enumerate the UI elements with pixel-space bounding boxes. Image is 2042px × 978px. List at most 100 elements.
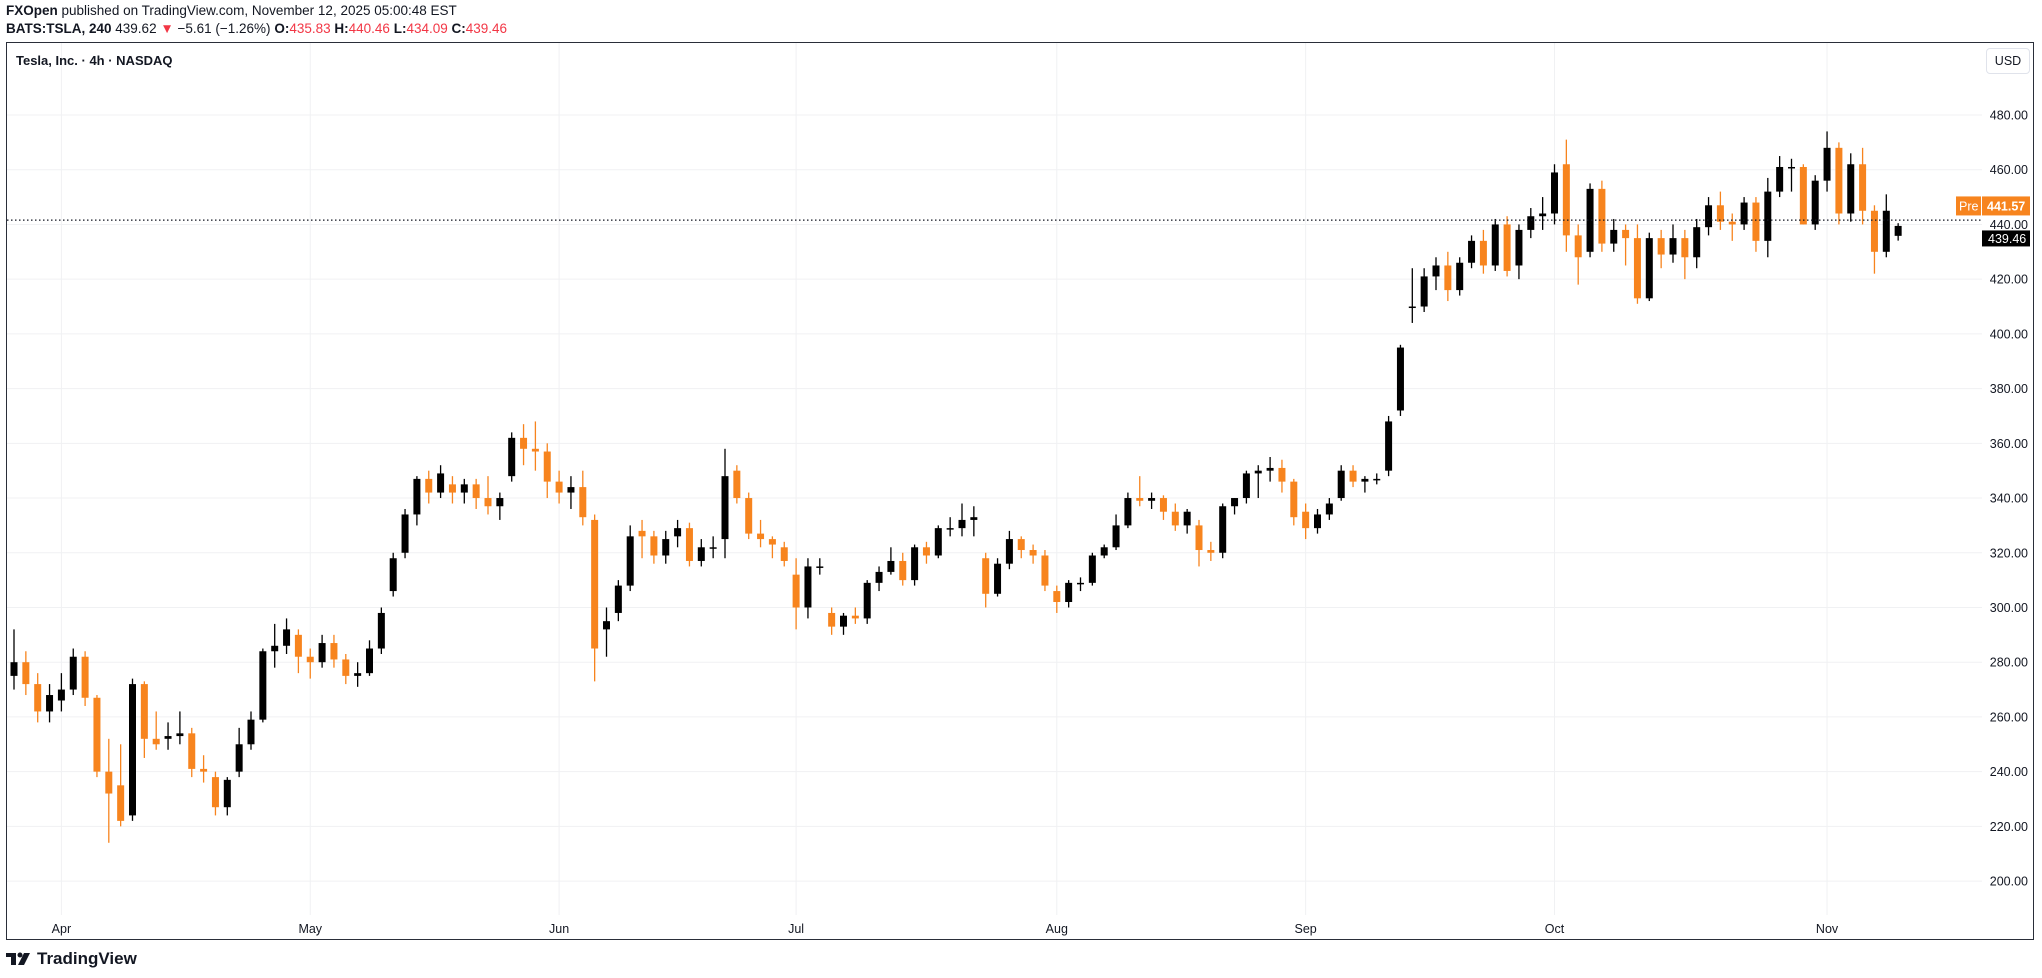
candle: [117, 744, 125, 827]
candle-body: [1479, 240, 1487, 266]
candle: [1148, 492, 1156, 509]
candle-body: [1124, 498, 1132, 526]
candle-body: [1835, 147, 1843, 214]
time-tick-label: Sep: [1295, 922, 1317, 936]
candle: [1799, 164, 1807, 225]
candle: [81, 651, 89, 706]
candle: [472, 478, 480, 509]
candle: [1645, 232, 1653, 302]
candle-body: [934, 528, 942, 556]
tradingview-logo[interactable]: TradingView: [6, 949, 137, 969]
candle: [899, 552, 907, 586]
down-arrow-icon: ▼: [160, 21, 174, 36]
candle-body: [271, 645, 279, 652]
candle-body: [828, 612, 836, 627]
candle: [200, 755, 208, 783]
candle: [1041, 550, 1049, 592]
candle: [614, 580, 622, 622]
candle-body: [531, 448, 539, 452]
candle: [1408, 268, 1416, 323]
candle: [377, 607, 385, 654]
candle: [709, 536, 717, 559]
candle: [745, 492, 753, 540]
candle-body: [626, 536, 634, 586]
candle: [1231, 498, 1239, 515]
candle-body: [164, 736, 172, 739]
candle-body: [1657, 238, 1665, 255]
candle-body: [1859, 164, 1867, 211]
currency-button[interactable]: USD: [1986, 48, 2030, 74]
candle: [1444, 251, 1452, 302]
candle: [567, 476, 575, 509]
candle-body: [1100, 547, 1108, 556]
candle-body: [259, 651, 267, 720]
high-value: 440.46: [348, 21, 390, 36]
candle: [958, 503, 966, 537]
candle-body: [448, 484, 456, 493]
candle: [1456, 257, 1464, 296]
price-tick-label: 200.00: [1990, 875, 2028, 889]
candle: [1527, 208, 1535, 239]
candle-body: [366, 648, 373, 674]
tradingview-logo-text: TradingView: [37, 949, 137, 968]
candle: [283, 618, 291, 654]
candle: [1432, 257, 1440, 291]
chart-frame[interactable]: [6, 42, 2034, 940]
candle: [579, 470, 587, 526]
candles: [10, 131, 1902, 843]
candle: [531, 421, 539, 471]
time-tick-label: Jun: [549, 922, 569, 936]
last-close-value: 439.46: [1988, 232, 2026, 246]
candle: [93, 695, 101, 778]
candle: [1159, 495, 1167, 520]
price-tick-label: 380.00: [1990, 382, 2028, 396]
candle: [1029, 544, 1037, 564]
candle-body: [1586, 188, 1594, 252]
candle: [176, 711, 184, 745]
chart-legend: Tesla, Inc. · 4h · NASDAQ: [16, 53, 173, 68]
candle-body: [1195, 525, 1203, 551]
candle: [389, 552, 397, 597]
candle: [1633, 224, 1641, 304]
high-label: H:: [334, 21, 349, 36]
price-tick-label: 320.00: [1990, 546, 2028, 560]
candle: [508, 432, 516, 482]
price-tick-label: 340.00: [1990, 492, 2028, 506]
candle: [366, 640, 373, 676]
candle: [1788, 158, 1795, 192]
candle: [1562, 139, 1570, 252]
candle-body: [1527, 216, 1535, 230]
price-change: −5.61 (−1.26%): [177, 21, 271, 36]
candle: [1610, 218, 1618, 252]
candle-body: [389, 558, 397, 592]
publisher-name[interactable]: FXOpen: [6, 3, 58, 18]
candle-body: [235, 744, 243, 772]
candle: [1219, 503, 1227, 559]
candle: [69, 648, 77, 696]
candle-body: [1811, 180, 1819, 225]
candle: [57, 673, 65, 712]
candle: [816, 558, 824, 575]
candle-body: [982, 558, 990, 594]
candle-body: [685, 528, 693, 561]
candle-body: [721, 476, 729, 540]
candle: [1302, 503, 1310, 540]
candle-body: [816, 566, 824, 568]
time-tick-label: Apr: [52, 922, 71, 936]
candle-body: [140, 684, 148, 739]
candle: [934, 525, 942, 559]
candle: [1171, 503, 1179, 531]
candle: [354, 662, 362, 687]
candle: [1325, 498, 1333, 520]
candle: [994, 558, 1002, 597]
time-tick-label: Nov: [1816, 922, 1839, 936]
candle-body: [105, 771, 113, 794]
candle: [1183, 508, 1191, 534]
candle: [223, 777, 231, 816]
candle-body: [1337, 470, 1345, 499]
candle: [1551, 164, 1558, 225]
candle: [1622, 224, 1630, 266]
candle-body: [745, 498, 753, 534]
candle-body: [1373, 478, 1381, 481]
